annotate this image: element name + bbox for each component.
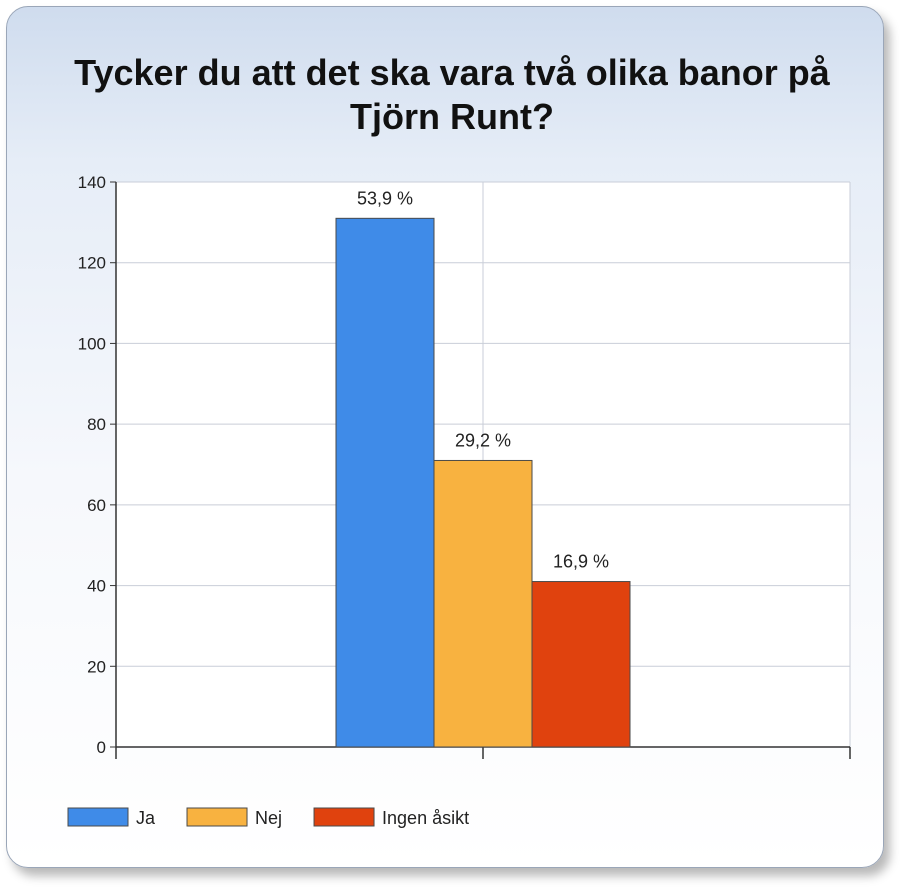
data-label: 29,2 % [455, 430, 511, 450]
legend-swatch [186, 807, 248, 827]
legend: Ja Nej Ingen åsikt [67, 807, 469, 828]
y-axis: 0 20 40 60 80 100 120 140 [78, 173, 851, 759]
bar-ja [335, 217, 435, 748]
bar-ingen-åsikt [531, 581, 631, 748]
y-tick-label: 140 [78, 173, 106, 192]
y-tick-label: 0 [97, 738, 106, 757]
data-label: 53,9 % [357, 188, 413, 208]
chart-title: Tycker du att det ska vara två olika ban… [74, 52, 830, 137]
y-tick-label: 20 [87, 657, 106, 676]
y-tick-label: 100 [78, 334, 106, 353]
bars [335, 217, 631, 748]
legend-swatch [313, 807, 375, 827]
y-tick-label: 120 [78, 254, 106, 273]
legend-label: Ingen åsikt [382, 808, 469, 828]
bar-nej [433, 459, 533, 748]
data-labels: 53,9 % 29,2 % 16,9 % [357, 188, 609, 571]
y-tick-label: 80 [87, 415, 106, 434]
y-tick-label: 60 [87, 496, 106, 515]
y-tick-label: 40 [87, 577, 106, 596]
legend-label: Ja [136, 808, 156, 828]
legend-swatch [67, 807, 129, 827]
data-label: 16,9 % [553, 552, 609, 572]
legend-label: Nej [255, 808, 282, 828]
